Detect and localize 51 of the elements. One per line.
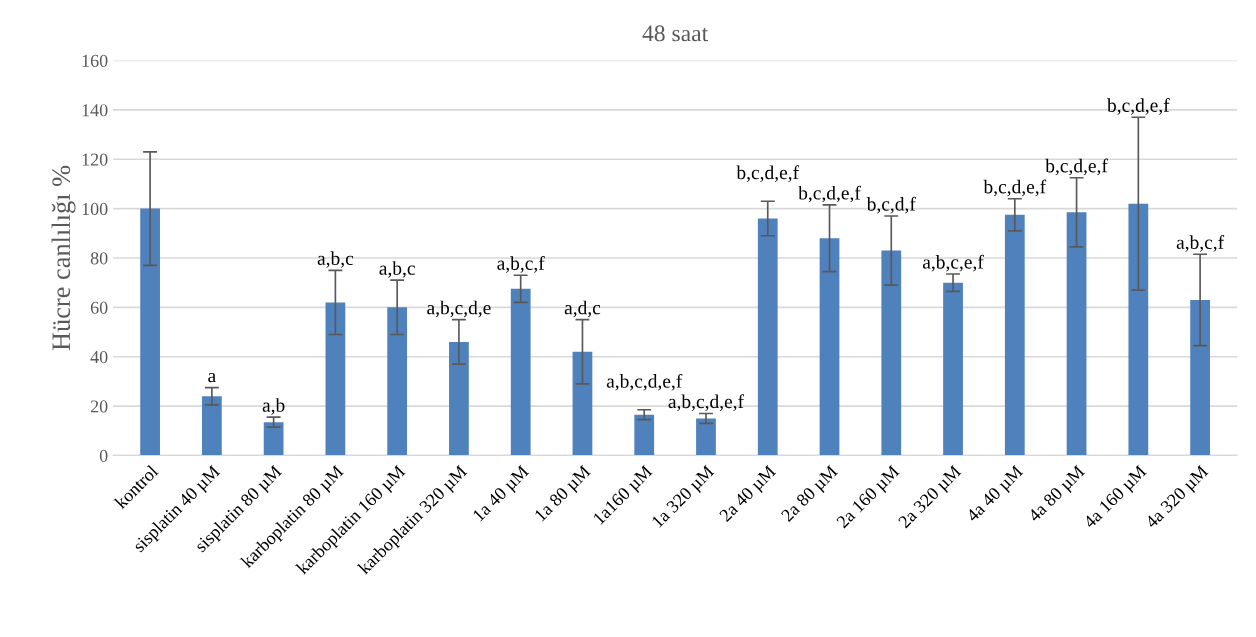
- bar: [449, 341, 469, 456]
- bar: [1004, 214, 1025, 456]
- y-tick-label: 100: [82, 202, 108, 216]
- annotation: b,c,d,f: [866, 196, 916, 214]
- x-tick-label: 2a 40 µM: [718, 464, 779, 525]
- bar: [1128, 203, 1149, 456]
- annotation: a,b,c,f: [497, 256, 545, 273]
- annotation: b,c,d,e,f: [983, 179, 1047, 197]
- bar: [510, 288, 531, 456]
- annotation: a,b,c,d,e: [427, 300, 491, 318]
- bar: [634, 414, 655, 456]
- annotation: b,c,d,e,f: [1107, 98, 1170, 115]
- x-tick-label: 4a 80 µM: [1027, 464, 1088, 526]
- annotation: b,c,d,e,f: [1045, 158, 1108, 176]
- y-tick-label: 160: [82, 54, 108, 67]
- bar: [696, 418, 716, 456]
- bar: [819, 238, 840, 456]
- bar: [1190, 299, 1210, 456]
- y-tick-label: 140: [82, 104, 108, 117]
- bar: [881, 250, 902, 456]
- bar: [1066, 212, 1087, 456]
- chart-title: 48 saat: [642, 25, 709, 42]
- bar: [140, 208, 160, 456]
- annotation: a,b,c,e,f: [922, 254, 984, 272]
- y-tick-label: 80: [90, 252, 108, 265]
- x-tick-label: 1a 40 µM: [472, 464, 532, 525]
- annotation: a,d,c: [564, 300, 601, 318]
- annotation: a,b,c,f: [1176, 235, 1225, 252]
- y-tick-label: 120: [82, 153, 108, 166]
- x-tick-label: 4a 40 µM: [965, 464, 1027, 526]
- y-tick-label: 0: [99, 449, 108, 462]
- bar: [757, 218, 778, 456]
- y-tick-label: 40: [90, 350, 108, 364]
- bar: [387, 307, 408, 456]
- y-tick-label: 60: [90, 301, 108, 314]
- annotation: a,b,c,d,e,f: [668, 394, 745, 411]
- bar: [943, 282, 963, 456]
- annotation: a,b: [262, 398, 285, 415]
- bar: [201, 396, 222, 456]
- annotation: b,c,d,e,f: [798, 185, 861, 203]
- bar: [263, 422, 284, 456]
- bar: [325, 302, 346, 456]
- y-tick-label: 20: [90, 400, 108, 413]
- annotation: a,b,c,d,e,f: [606, 373, 683, 391]
- annotation: a: [208, 372, 216, 383]
- annotation: a,b,c: [379, 261, 415, 278]
- y-axis-title: Hücre canlılığı %: [51, 165, 76, 351]
- annotation: a,b,c: [317, 251, 354, 268]
- x-tick-label: 1a 80 µM: [534, 464, 594, 525]
- bar: [572, 351, 593, 456]
- annotation: b,c,d,e,f: [736, 165, 800, 183]
